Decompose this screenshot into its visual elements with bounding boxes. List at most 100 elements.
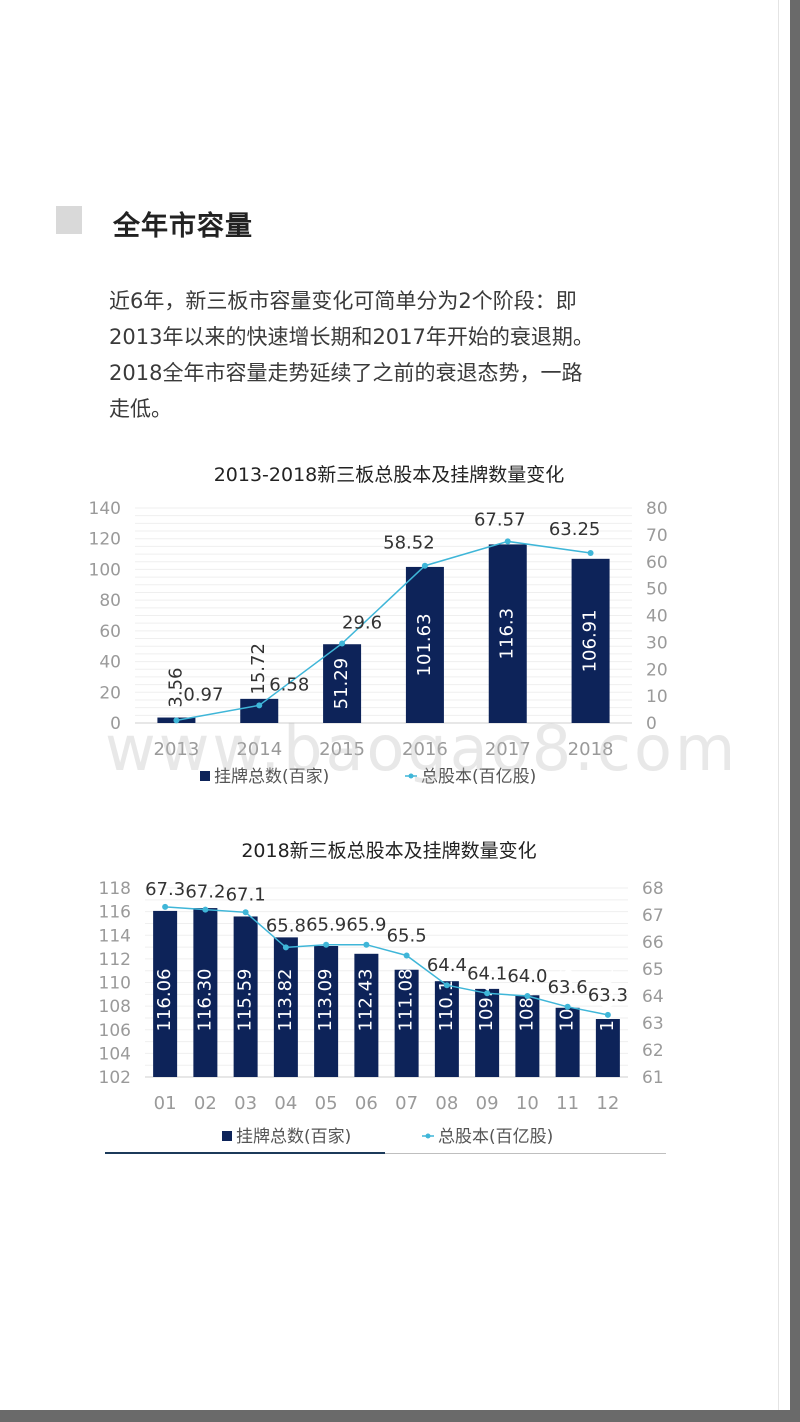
bar-value-label: 101.63 <box>414 613 435 676</box>
bar-value-label: 106.91 <box>580 609 601 672</box>
bar <box>233 916 258 1077</box>
x-tick-label: 2018 <box>568 739 614 760</box>
chart2: 1021041061081101121141161186162636465666… <box>99 879 664 1147</box>
line-point <box>282 944 289 951</box>
intro-line: 走低。 <box>109 397 172 421</box>
y-left-tick-label: 102 <box>99 1068 131 1088</box>
y-left-tick-label: 60 <box>99 622 121 642</box>
bar-value-label: 113.09 <box>315 969 336 1032</box>
bar-value-label: 15.72 <box>248 643 269 695</box>
intro-line: 2013年以来的快速增长期和2017年开始的衰退期。 <box>109 325 594 349</box>
y-left-tick-label: 80 <box>99 591 121 611</box>
y-left-tick-label: 106 <box>99 1021 131 1041</box>
chart1: 0 20 40 60 80 100 120 140 0 10 20 30 40 50 60 70 80 3.56 2… <box>89 499 668 787</box>
bar-value-label: 110.11 <box>436 969 457 1032</box>
x-tick-label: 11 <box>556 1093 579 1114</box>
bar <box>488 544 527 723</box>
line-point <box>256 702 263 709</box>
section-title: 全年市容量 <box>113 211 253 242</box>
x-tick-label: 02 <box>194 1093 217 1114</box>
divider-dark <box>105 1152 385 1154</box>
line-point <box>323 941 330 948</box>
x-tick-label: 2017 <box>485 739 531 760</box>
viewer-scrollbar-track[interactable] <box>790 0 800 1422</box>
legend-swatch-bar <box>200 771 210 781</box>
line-value-label: 64.1 <box>467 963 507 984</box>
line-value-label: 63.25 <box>549 519 601 540</box>
viewer-bottom-bar <box>0 1410 800 1422</box>
y-left-tick-label: 114 <box>99 926 131 946</box>
bar <box>475 988 500 1077</box>
bar <box>354 953 379 1077</box>
y-left-tick-label: 108 <box>99 997 131 1017</box>
x-tick-label: 01 <box>154 1093 177 1114</box>
y-right-tick-label: 65 <box>642 960 664 980</box>
bar <box>515 995 540 1077</box>
bar <box>595 1019 620 1077</box>
y-left-tick-label: 40 <box>99 653 121 673</box>
x-tick-label: 03 <box>234 1093 257 1114</box>
bar-value-label: 51.29 <box>331 658 352 710</box>
line-value-label: 58.52 <box>383 533 435 554</box>
y-right-tick-label: 0 <box>646 714 657 734</box>
y-left-tick-label: 110 <box>99 974 131 994</box>
bar <box>314 945 339 1077</box>
line-point <box>363 941 370 948</box>
line-value-label: 64.0 <box>507 966 547 987</box>
line-point <box>587 550 594 557</box>
bar <box>434 981 459 1077</box>
bar <box>555 1007 580 1077</box>
divider-light <box>385 1153 666 1154</box>
line-point <box>443 982 450 989</box>
chart2-title: 2018新三板总股本及挂牌数量变化 <box>241 840 537 862</box>
bar-value-label: 116.3 <box>497 608 518 660</box>
page <box>778 0 779 1410</box>
bar <box>273 937 298 1077</box>
y-right-tick-label: 62 <box>642 1041 664 1061</box>
x-tick-label: 06 <box>355 1093 378 1114</box>
bar-value-label: 112.43 <box>355 969 376 1032</box>
x-tick-label: 05 <box>315 1093 338 1114</box>
legend-label-bar: 挂牌总数(百家) <box>236 1127 351 1147</box>
y-right-tick-label: 80 <box>646 499 668 519</box>
intro-paragraph: 近6年，新三板市容量变化可简单分为2个阶段：即 2013年以来的快速增长期和20… <box>109 283 669 427</box>
y-right-tick-label: 66 <box>642 933 664 953</box>
line-value-label: 67.1 <box>226 884 266 905</box>
y-right-tick-label: 63 <box>642 1014 664 1034</box>
y-left-tick-label: 100 <box>89 560 121 580</box>
line-point <box>421 562 428 569</box>
y-right-tick-label: 50 <box>646 580 668 600</box>
x-tick-label: 09 <box>476 1093 499 1114</box>
series-line <box>176 540 591 722</box>
x-tick-label: 2016 <box>402 739 448 760</box>
line-point <box>564 1003 571 1010</box>
line-value-label: 67.2 <box>185 882 225 903</box>
x-tick-label: 04 <box>274 1093 297 1114</box>
line-value-label: 67.3 <box>145 879 185 900</box>
y-right-tick-label: 64 <box>642 987 664 1007</box>
y-left-tick-label: 118 <box>99 879 131 899</box>
line-value-label: 63.6 <box>548 977 588 998</box>
legend-swatch-point <box>408 773 414 779</box>
legend-swatch-bar <box>222 1131 232 1141</box>
x-tick-label: 12 <box>596 1093 619 1114</box>
x-tick-label: 08 <box>435 1093 458 1114</box>
bar <box>193 908 218 1077</box>
line-point <box>202 906 209 913</box>
bar <box>323 644 362 723</box>
line-value-label: 65.9 <box>306 915 346 936</box>
line-value-label: 64.4 <box>427 955 467 976</box>
y-right-tick-label: 20 <box>646 660 668 680</box>
y-right-tick-label: 70 <box>646 526 668 546</box>
y-right-tick-label: 30 <box>646 633 668 653</box>
line-value-label: 63.3 <box>588 985 628 1006</box>
y-left-tick-label: 104 <box>99 1044 131 1064</box>
intro-line: 近6年，新三板市容量变化可简单分为2个阶段：即 <box>109 289 577 313</box>
bar-value-label: 3.56 <box>165 667 186 707</box>
line-value-label: 29.6 <box>342 612 382 633</box>
line-point <box>504 538 511 545</box>
bar-value-label: 115.59 <box>235 969 256 1032</box>
section-marker-square <box>56 206 82 234</box>
bar-value-label: 108.92 <box>516 969 537 1032</box>
y-right-tick-label: 60 <box>646 553 668 573</box>
